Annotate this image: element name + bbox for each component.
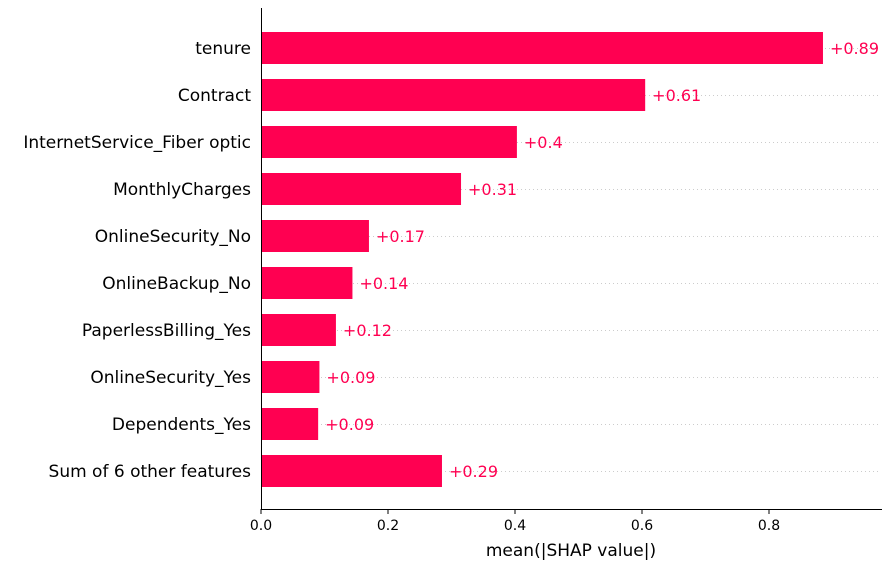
feature-label: Dependents_Yes [112,415,251,435]
feature-label: OnlineSecurity_No [95,227,251,247]
feature-label: OnlineSecurity_Yes [90,368,251,388]
bar [261,79,646,111]
bar [261,267,353,299]
value-label: +0.31 [468,180,517,199]
feature-label: OnlineBackup_No [102,274,251,294]
bar [261,126,517,158]
x-axis-label: mean(|SHAP value|) [486,541,656,561]
bar [261,314,336,346]
value-label: +0.89 [830,39,879,58]
bar [261,32,823,64]
value-label: +0.09 [326,368,375,387]
feature-label: Contract [178,86,251,106]
x-tick-label: 0.0 [250,518,272,534]
feature-label: InternetService_Fiber optic [23,133,251,153]
x-tick-label: 0.2 [377,518,399,534]
bar [261,361,320,393]
value-label: +0.4 [524,133,563,152]
feature-label: Sum of 6 other features [49,462,252,482]
value-labels-group: +0.89 +0.61 +0.4 +0.31 +0.17 +0.14 +0.12 +0.09 +… [325,39,879,481]
x-tick-label: 0.8 [758,518,780,534]
feature-label: PaperlessBilling_Yes [82,321,251,341]
value-label: +0.17 [376,227,425,246]
value-label: +0.29 [449,462,498,481]
bar [261,220,369,252]
x-ticks-group: 0.0 0.2 0.4 0.6 0.8 [250,509,780,534]
value-label: +0.12 [343,321,392,340]
bar [261,455,442,487]
value-label: +0.61 [652,86,701,105]
bar [261,408,319,440]
row-guides [261,48,881,472]
feature-label: MonthlyCharges [113,180,251,200]
feature-labels-group: tenure Contract InternetService_Fiber opti… [23,39,251,482]
feature-label: tenure [195,39,251,59]
x-tick-label: 0.6 [631,518,653,534]
value-label: +0.09 [325,415,374,434]
bar [261,173,462,205]
value-label: +0.14 [359,274,408,293]
x-tick-label: 0.4 [504,518,526,534]
bars-group [261,32,823,487]
